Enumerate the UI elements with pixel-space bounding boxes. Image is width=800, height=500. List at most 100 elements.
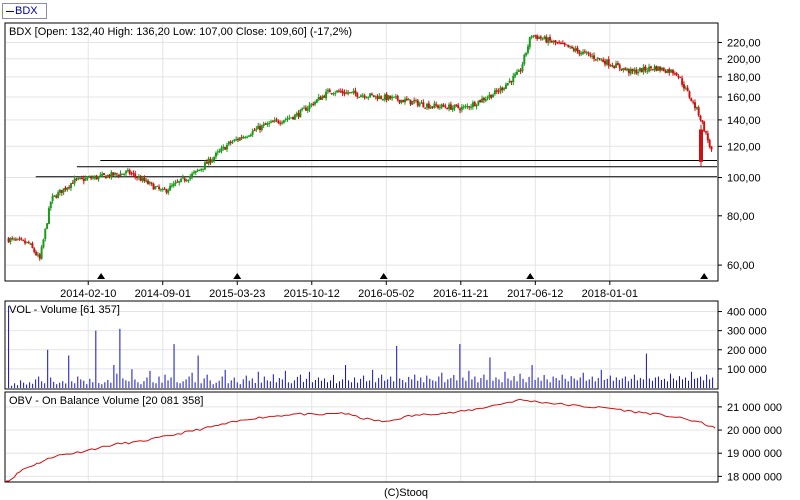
candle-body [657, 66, 660, 71]
candle-body [176, 181, 179, 183]
candle-body [9, 238, 12, 243]
candle-body [229, 141, 232, 143]
candle-body [493, 90, 496, 95]
candle-body [381, 99, 384, 101]
candle-body [246, 136, 249, 138]
candle-body [352, 91, 355, 93]
candle-body [119, 173, 122, 177]
candle-body [66, 187, 69, 191]
candle-body [312, 103, 315, 106]
legend-symbol: BDX [15, 5, 38, 18]
candle-body [574, 48, 577, 52]
candle-body [77, 177, 80, 180]
candle-body [148, 182, 151, 184]
candle-body [189, 176, 192, 180]
candle-body [510, 80, 513, 83]
price-y-axis: 60,00 80,00 100,00 120,00 140,00 160,00 180,00… [718, 37, 761, 272]
candle-body [449, 104, 452, 110]
candle-body [14, 239, 17, 241]
candle-body [207, 158, 210, 165]
candle-body [655, 66, 658, 71]
candle-body [471, 102, 474, 108]
candle-body [548, 36, 551, 41]
candle-body [334, 92, 337, 94]
candle-body [88, 176, 91, 178]
price-panel-frame [4, 22, 719, 282]
volume-y-tick-label: 300 000 [727, 326, 767, 338]
candle-body [457, 105, 460, 108]
price-panel: BDX [Open: 132,40 High: 136,20 Low: 107,… [4, 22, 761, 300]
symbol-legend[interactable]: BDX [2, 3, 47, 19]
candle-body [165, 189, 168, 193]
candle-body [673, 73, 676, 75]
candle-body [281, 122, 284, 124]
candle-body [328, 89, 331, 93]
candle-body [198, 169, 201, 171]
candle-body [499, 87, 502, 92]
candle-body [185, 180, 188, 182]
candle-body [154, 186, 157, 189]
event-marker-icon [379, 273, 388, 279]
candle-body [565, 44, 568, 46]
candle-body [501, 87, 504, 90]
candle-body [453, 104, 456, 109]
candle-body [203, 162, 206, 170]
candle-body [400, 100, 403, 103]
candle-body [525, 52, 528, 56]
candle-body [679, 76, 682, 78]
candle-body [475, 104, 478, 107]
obv-y-tick-label: 19 000 000 [727, 448, 782, 460]
candle-body [40, 247, 43, 259]
candle-body [618, 64, 621, 69]
candle-body [46, 223, 49, 229]
candle-body [427, 103, 430, 109]
candle-body [64, 187, 67, 190]
candle-body [336, 90, 339, 93]
candle-body [345, 92, 348, 94]
candle-body [613, 66, 616, 69]
candle-body [503, 88, 506, 90]
candle-body [290, 117, 293, 119]
candle-body [251, 130, 254, 135]
candle-body [358, 96, 361, 98]
candle-body [662, 67, 665, 72]
candle-body [325, 91, 328, 99]
candle-body [108, 174, 111, 178]
candle-body [681, 78, 684, 85]
candle-body [303, 107, 306, 109]
candle-body [16, 238, 19, 240]
candle-body [396, 95, 399, 100]
candle-body [600, 59, 603, 61]
candle-body [616, 63, 619, 66]
candle-body [84, 178, 87, 181]
candle-body [347, 92, 350, 94]
candle-body [444, 106, 447, 108]
price-y-tick-label: 160,00 [727, 92, 761, 104]
candle-body [602, 59, 605, 62]
candle-body [695, 106, 698, 109]
candle-body [558, 41, 561, 43]
candle-body [93, 176, 96, 179]
candle-body [222, 146, 225, 149]
candle-body [552, 41, 555, 43]
candle-body [422, 102, 425, 108]
candle-body [528, 37, 531, 48]
candle-body [699, 115, 702, 120]
candle-body [150, 182, 153, 184]
candle-body [545, 36, 548, 43]
candle-body [596, 57, 599, 60]
candle-body [180, 178, 183, 182]
candle-body [231, 141, 234, 144]
candle-body [365, 97, 368, 99]
candle-body [121, 173, 124, 175]
candle-body [288, 117, 291, 119]
candle-body [174, 182, 177, 184]
price-x-tick-label: 2018-01-01 [582, 288, 638, 300]
candle-body [415, 100, 418, 102]
price-y-tick-label: 200,00 [727, 54, 761, 66]
candle-body [389, 95, 392, 99]
candle-body [666, 69, 669, 73]
candle-body [363, 95, 366, 98]
candle-body [57, 192, 60, 198]
candle-body [299, 109, 302, 118]
